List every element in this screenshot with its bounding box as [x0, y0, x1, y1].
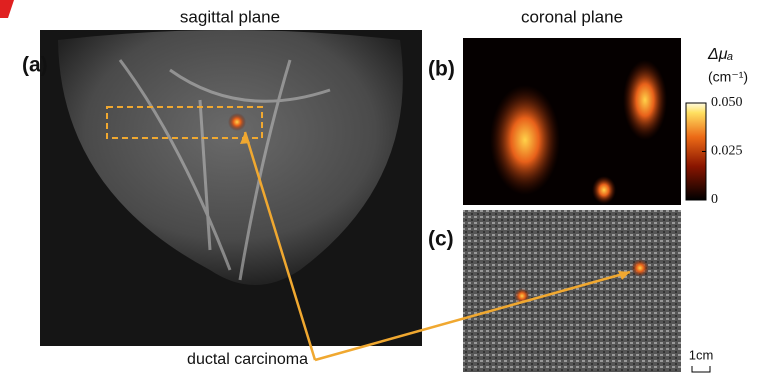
corner-mark	[0, 0, 14, 18]
annotation: ductal carcinoma	[187, 351, 308, 368]
lesion	[631, 259, 649, 277]
panel-title: sagittal plane	[180, 7, 280, 26]
colorbar-label: Δμₐ	[707, 46, 734, 63]
absorption-blob	[490, 85, 560, 195]
colorbar-unit: (cm⁻¹)	[708, 69, 748, 85]
tick-label: 0.025	[711, 144, 743, 159]
absorption-blob	[592, 176, 616, 204]
tick-label: 0.050	[711, 95, 743, 110]
lesion	[228, 113, 246, 131]
panel-label: (a)	[22, 54, 48, 77]
figure: (a) sagittal plane (b) coronal plane (c)…	[0, 0, 769, 378]
ultrasound-image	[463, 210, 681, 372]
absorption-blob	[623, 60, 667, 140]
scale-bar	[692, 366, 710, 372]
tick-label: 0	[711, 192, 718, 207]
panel-label: (c)	[428, 228, 454, 251]
panel-title: coronal plane	[521, 7, 623, 26]
colorbar-ticks: 0 0.025 0.050	[702, 95, 743, 207]
panel-label: (b)	[428, 58, 455, 81]
scale-label: 1cm	[689, 347, 714, 362]
